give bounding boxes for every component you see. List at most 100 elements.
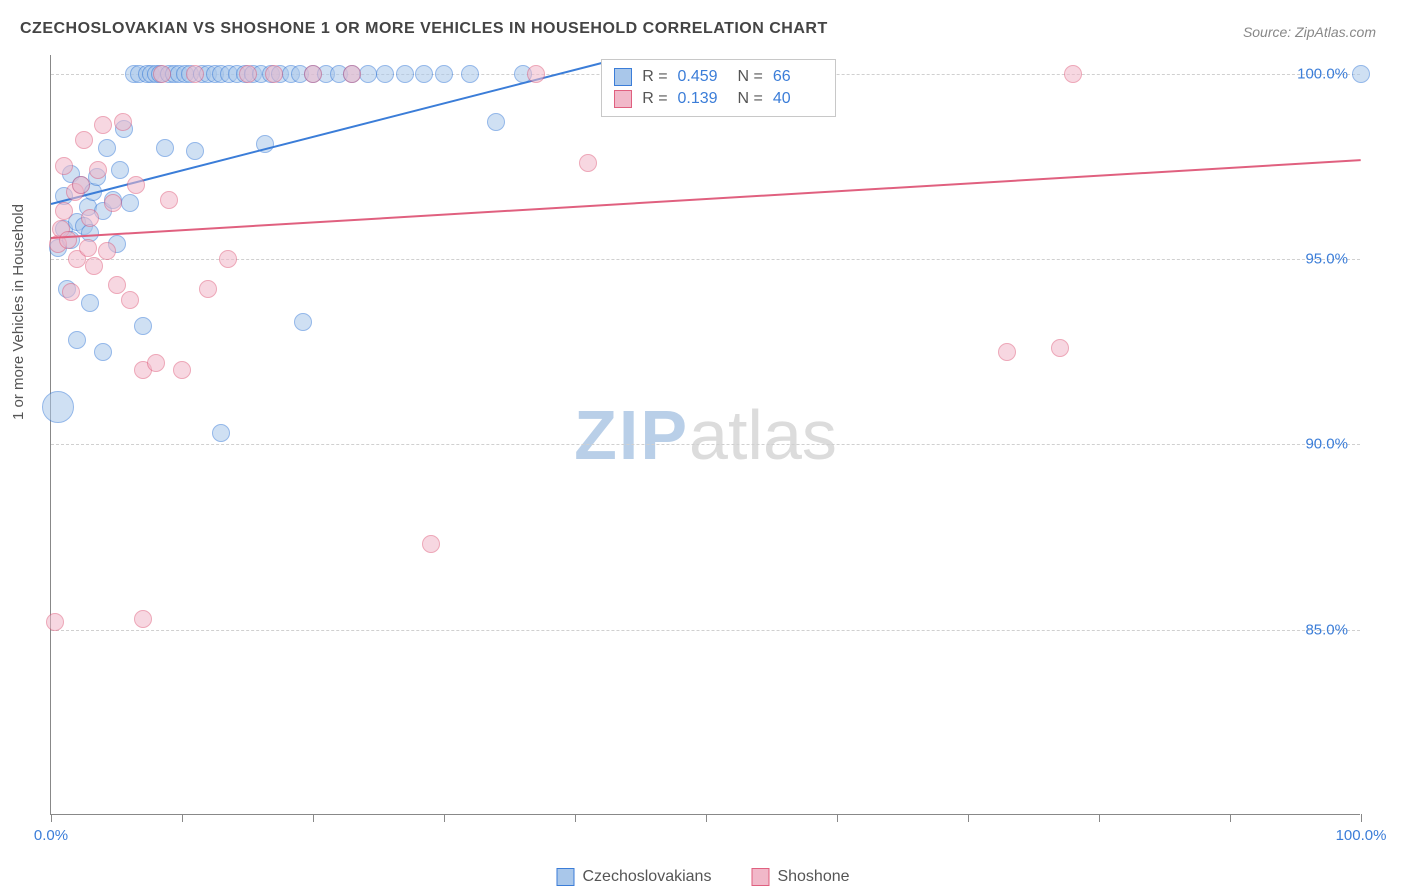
stats-row: R = 0.139 N = 40 — [614, 88, 823, 110]
data-point — [186, 65, 204, 83]
stats-swatch — [614, 90, 632, 108]
gridline — [51, 259, 1360, 260]
data-point — [85, 257, 103, 275]
data-point — [160, 191, 178, 209]
data-point — [55, 157, 73, 175]
data-point — [219, 250, 237, 268]
data-point — [72, 176, 90, 194]
y-tick-label: 100.0% — [1297, 65, 1348, 82]
data-point — [59, 231, 77, 249]
data-point — [579, 154, 597, 172]
data-point — [376, 65, 394, 83]
watermark-left: ZIP — [574, 396, 689, 474]
data-point — [415, 65, 433, 83]
x-tick — [837, 814, 838, 822]
data-point — [212, 424, 230, 442]
stats-r-label: R = — [642, 90, 667, 108]
data-point — [134, 317, 152, 335]
x-tick — [1099, 814, 1100, 822]
data-point — [81, 294, 99, 312]
gridline — [51, 444, 1360, 445]
data-point — [461, 65, 479, 83]
data-point — [1352, 65, 1370, 83]
stats-n-label: N = — [738, 90, 763, 108]
x-tick-label: 0.0% — [34, 827, 68, 844]
data-point — [265, 65, 283, 83]
data-point — [294, 313, 312, 331]
data-point — [435, 65, 453, 83]
data-point — [304, 65, 322, 83]
x-tick — [575, 814, 576, 822]
watermark: ZIPatlas — [574, 395, 837, 475]
data-point — [79, 239, 97, 257]
watermark-right: atlas — [689, 396, 837, 474]
stats-row: R = 0.459 N = 66 — [614, 66, 823, 88]
data-point — [147, 354, 165, 372]
stats-r-value: 0.139 — [678, 90, 728, 108]
legend-label: Shoshone — [777, 868, 849, 886]
stats-r-label: R = — [642, 68, 667, 86]
legend-item: Czechoslovakians — [556, 868, 711, 886]
data-point — [487, 113, 505, 131]
data-point — [153, 65, 171, 83]
data-point — [199, 280, 217, 298]
data-point — [396, 65, 414, 83]
gridline — [51, 630, 1360, 631]
data-point — [55, 202, 73, 220]
stats-n-value: 40 — [773, 90, 823, 108]
x-tick — [1230, 814, 1231, 822]
data-point — [98, 242, 116, 260]
x-tick — [313, 814, 314, 822]
data-point — [114, 113, 132, 131]
legend: Czechoslovakians Shoshone — [556, 868, 849, 886]
data-point — [156, 139, 174, 157]
data-point — [89, 161, 107, 179]
trend-line — [51, 159, 1361, 239]
chart-title: CZECHOSLOVAKIAN VS SHOSHONE 1 OR MORE VE… — [20, 20, 828, 38]
data-point — [75, 131, 93, 149]
data-point — [62, 283, 80, 301]
data-point — [527, 65, 545, 83]
x-tick — [444, 814, 445, 822]
data-point — [998, 343, 1016, 361]
data-point — [81, 209, 99, 227]
data-point — [359, 65, 377, 83]
data-point — [127, 176, 145, 194]
data-point — [186, 142, 204, 160]
y-tick-label: 90.0% — [1305, 436, 1348, 453]
stats-swatch — [614, 68, 632, 86]
data-point — [42, 391, 74, 423]
data-point — [173, 361, 191, 379]
data-point — [94, 116, 112, 134]
data-point — [422, 535, 440, 553]
data-point — [134, 610, 152, 628]
stats-n-value: 66 — [773, 68, 823, 86]
data-point — [68, 331, 86, 349]
data-point — [46, 613, 64, 631]
stats-n-label: N = — [738, 68, 763, 86]
legend-label: Czechoslovakians — [582, 868, 711, 886]
plot-area: ZIPatlas 100.0%95.0%90.0%85.0%0.0%100.0%… — [50, 55, 1360, 815]
data-point — [121, 291, 139, 309]
y-tick-label: 85.0% — [1305, 621, 1348, 638]
x-tick — [706, 814, 707, 822]
data-point — [121, 194, 139, 212]
data-point — [343, 65, 361, 83]
data-point — [104, 194, 122, 212]
source-attribution: Source: ZipAtlas.com — [1243, 24, 1376, 40]
legend-swatch — [751, 868, 769, 886]
data-point — [111, 161, 129, 179]
y-tick-label: 95.0% — [1305, 250, 1348, 267]
stats-box: R = 0.459 N = 66 R = 0.139 N = 40 — [601, 59, 836, 117]
x-tick-label: 100.0% — [1336, 827, 1387, 844]
data-point — [94, 343, 112, 361]
x-tick — [968, 814, 969, 822]
x-tick — [182, 814, 183, 822]
stats-r-value: 0.459 — [678, 68, 728, 86]
y-axis-label: 1 or more Vehicles in Household — [10, 204, 27, 420]
x-tick — [1361, 814, 1362, 822]
data-point — [108, 276, 126, 294]
data-point — [98, 139, 116, 157]
data-point — [1064, 65, 1082, 83]
legend-item: Shoshone — [751, 868, 849, 886]
